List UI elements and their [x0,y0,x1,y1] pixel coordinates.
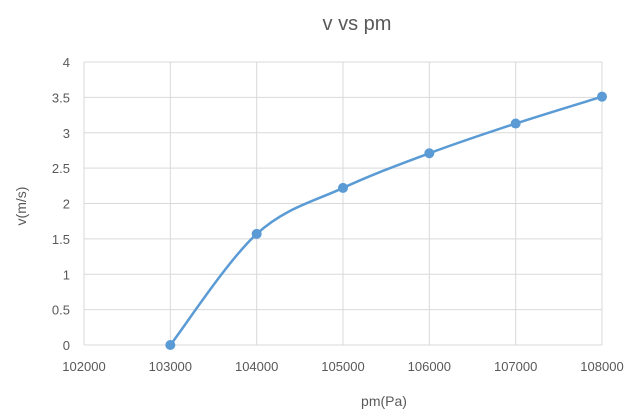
data-point [510,118,521,129]
x-tick-label: 107000 [494,359,537,374]
y-tick-label: 3 [63,126,70,141]
chart-title: v vs pm [323,13,392,35]
y-tick-label: 1 [63,267,70,282]
y-axis-title: v(m/s) [13,187,29,226]
data-point [597,91,607,102]
y-tick-label: 1.5 [52,232,70,247]
data-point [165,340,176,350]
x-tick-label: 106000 [408,359,451,374]
x-axis-ticks: 102000 103000 104000 105000 106000 107000 1080… [62,359,623,374]
x-axis-title: pm(Pa) [361,393,407,409]
y-tick-label: 3.5 [52,90,70,105]
series-layer [165,91,607,350]
y-tick-label: 4 [63,55,70,70]
x-tick-label: 102000 [62,359,105,374]
y-axis-ticks: 0 0.5 1 1.5 2 2.5 3 3.5 4 [52,55,70,353]
y-tick-label: 2.5 [52,161,70,176]
x-tick-label: 108000 [580,359,623,374]
x-tick-label: 103000 [149,359,192,374]
data-point [424,148,435,159]
data-point [338,182,348,193]
y-tick-label: 0 [63,338,70,353]
gridlines [83,61,603,346]
y-tick-label: 2 [63,197,70,212]
data-point [251,228,262,239]
series-line [169,95,604,347]
y-tick-label: 0.5 [52,303,70,318]
x-tick-label: 104000 [235,359,278,374]
x-tick-label: 105000 [321,359,364,374]
